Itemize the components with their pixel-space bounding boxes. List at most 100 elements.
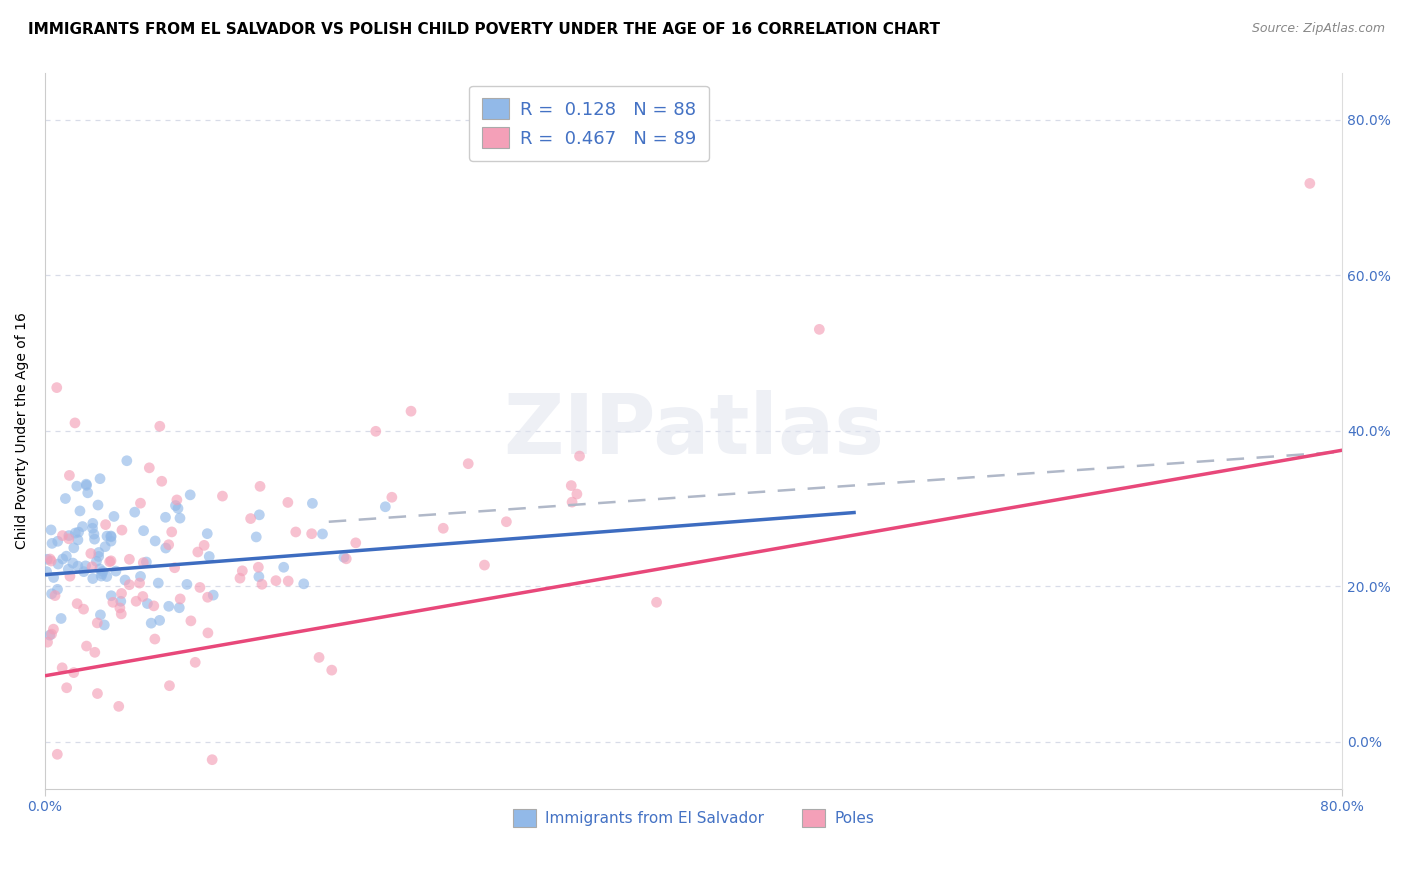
Point: [114, 573, 136, 587]
Point: [247, 570, 270, 584]
Point: [58, 468, 80, 483]
Point: [110, 586, 132, 600]
Text: ZIPatlas: ZIPatlas: [503, 391, 884, 471]
Point: [91, 566, 114, 581]
Point: [86, 554, 108, 568]
Point: [115, 454, 138, 468]
Point: [66, 597, 89, 611]
Point: [179, 488, 201, 502]
Point: [335, 551, 357, 566]
Point: [165, 499, 187, 513]
Point: [231, 564, 253, 578]
Point: [35, 565, 58, 579]
Point: [51, 661, 73, 675]
Point: [87, 549, 110, 564]
Point: [155, 541, 177, 555]
Point: [76, 639, 98, 653]
Point: [374, 500, 396, 514]
Point: [83, 532, 105, 546]
Point: [249, 479, 271, 493]
Point: [44, 589, 66, 603]
Point: [100, 554, 122, 568]
Point: [89, 472, 111, 486]
Point: [55, 549, 77, 564]
Point: [561, 495, 583, 509]
Y-axis label: Child Poverty Under the Age of 16: Child Poverty Under the Age of 16: [15, 312, 30, 549]
Point: [333, 550, 356, 565]
Point: [100, 530, 122, 544]
Point: [76, 478, 98, 492]
Point: [104, 564, 127, 578]
Point: [301, 496, 323, 510]
Point: [202, 588, 225, 602]
Point: [62, 556, 84, 570]
Point: [80, 559, 103, 574]
Point: [87, 545, 110, 559]
Point: [344, 536, 367, 550]
Point: [80, 546, 103, 560]
Point: [39, 552, 62, 566]
Point: [273, 560, 295, 574]
Point: [83, 645, 105, 659]
Point: [52, 552, 75, 566]
Point: [65, 526, 87, 541]
Point: [51, 528, 73, 542]
Point: [96, 529, 118, 543]
Point: [184, 656, 207, 670]
Point: [399, 404, 422, 418]
Point: [125, 594, 148, 608]
Point: [111, 523, 134, 537]
Point: [169, 600, 191, 615]
Point: [58, 528, 80, 542]
Point: [284, 524, 307, 539]
Point: [89, 607, 111, 622]
Point: [38, 628, 60, 642]
Point: [364, 425, 387, 439]
Point: [264, 574, 287, 588]
Point: [58, 532, 80, 546]
Point: [292, 577, 315, 591]
Point: [82, 572, 104, 586]
Point: [66, 479, 89, 493]
Point: [72, 602, 94, 616]
Point: [138, 460, 160, 475]
Text: IMMIGRANTS FROM EL SALVADOR VS POLISH CHILD POVERTY UNDER THE AGE OF 16 CORRELAT: IMMIGRANTS FROM EL SALVADOR VS POLISH CH…: [28, 22, 941, 37]
Point: [100, 534, 122, 549]
Point: [157, 599, 180, 614]
Point: [201, 753, 224, 767]
Point: [495, 515, 517, 529]
Point: [62, 665, 84, 680]
Point: [87, 498, 110, 512]
Point: [142, 599, 165, 613]
Point: [565, 487, 588, 501]
Point: [245, 530, 267, 544]
Point: [41, 536, 63, 550]
Point: [66, 533, 89, 547]
Point: [45, 381, 67, 395]
Point: [143, 632, 166, 646]
Point: [167, 501, 190, 516]
Point: [100, 529, 122, 543]
Point: [63, 416, 86, 430]
Point: [195, 526, 218, 541]
Point: [645, 595, 668, 609]
Point: [58, 562, 80, 576]
Point: [72, 519, 94, 533]
Point: [132, 524, 155, 538]
Point: [49, 611, 72, 625]
Point: [169, 511, 191, 525]
Text: Source: ZipAtlas.com: Source: ZipAtlas.com: [1251, 22, 1385, 36]
Point: [160, 524, 183, 539]
Point: [247, 508, 270, 522]
Point: [107, 699, 129, 714]
Point: [135, 555, 157, 569]
Point: [321, 663, 343, 677]
Point: [55, 491, 77, 506]
Point: [129, 496, 152, 510]
Point: [100, 589, 122, 603]
Point: [42, 622, 65, 636]
Point: [86, 687, 108, 701]
Point: [37, 552, 59, 566]
Point: [101, 595, 124, 609]
Point: [46, 582, 69, 597]
